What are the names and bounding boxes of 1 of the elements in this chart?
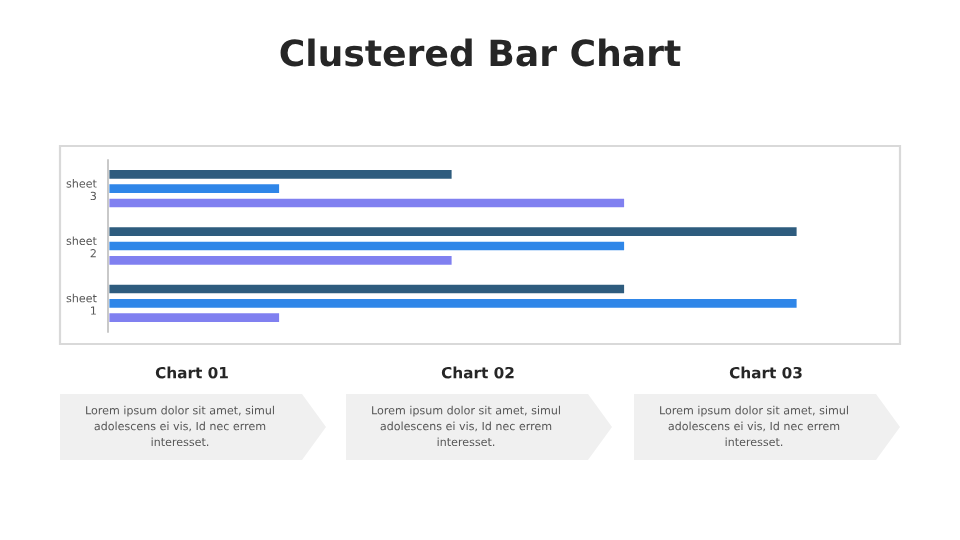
chart-title: Clustered Bar Chart xyxy=(280,38,681,67)
